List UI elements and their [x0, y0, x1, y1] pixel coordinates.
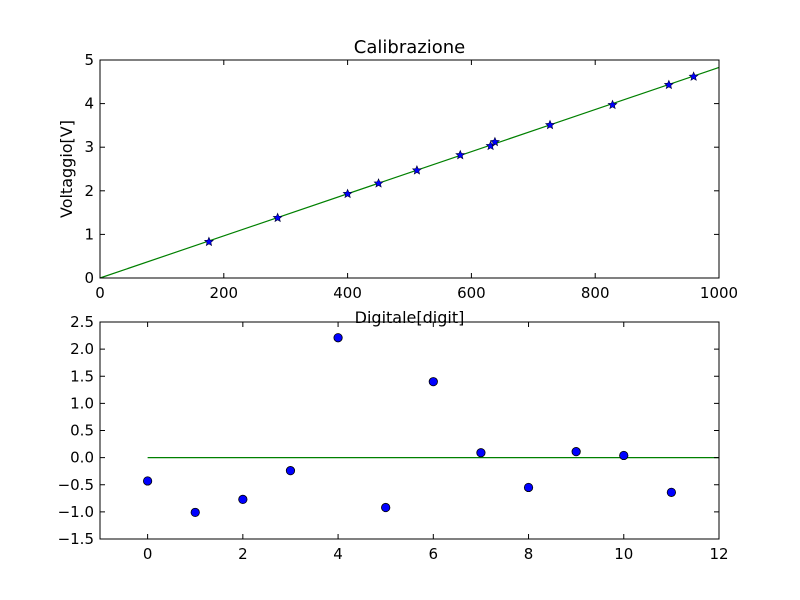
x-tick-label: 600: [457, 284, 486, 302]
y-tick-label: 0.0: [70, 449, 94, 467]
x-axis-label: Digitale[digit]: [355, 308, 465, 327]
data-point: [663, 79, 674, 90]
data-point: [688, 71, 699, 81]
y-tick-label: 3: [84, 138, 94, 156]
plot-frame: [99, 59, 720, 279]
calibration-chart: Calibrazione Digitale[digit] Voltaggio[V…: [57, 37, 738, 327]
data-point: [411, 165, 422, 175]
y-tick-label: 2.0: [70, 340, 94, 358]
data-point: [203, 236, 214, 247]
y-tick-label: 2.5: [70, 313, 94, 331]
residuals-plot-area: 0 2 4 6 8 10 12 −1.5 −1.0 −0.5 0.0 0.5 1.0 1.5 2.0 2.5: [58, 313, 729, 563]
data-point: [333, 333, 343, 343]
plot-frame: [99, 321, 720, 540]
data-point: [544, 119, 556, 130]
data-point: [272, 212, 283, 223]
x-tick-label: 10: [614, 545, 633, 563]
data-point: [342, 188, 353, 199]
data-point: [476, 448, 486, 458]
x-tick-label: 1000: [700, 284, 738, 302]
y-tick-label: 0.5: [70, 422, 94, 440]
data-point: [373, 178, 384, 188]
data-point: [666, 487, 676, 497]
x-tick-label: 4: [333, 545, 343, 563]
x-tick-label: 200: [209, 284, 238, 302]
data-point: [619, 450, 629, 461]
y-tick-label: 1: [84, 225, 94, 243]
x-tick-label: 2: [238, 545, 248, 563]
y-axis-label: Voltaggio[V]: [57, 120, 76, 218]
fit-line: [99, 66, 720, 279]
y-tick-label: 2: [84, 182, 94, 200]
data-point: [238, 494, 248, 504]
data-point: [143, 476, 153, 486]
chart-title: Calibrazione: [354, 37, 465, 58]
y-tick-label: −1.5: [58, 530, 94, 548]
y-tick-label: 5: [84, 51, 94, 69]
x-tick-label: 0: [95, 284, 105, 302]
x-tick-label: 8: [524, 545, 534, 563]
y-tick-label: 0: [84, 269, 94, 287]
calibration-plot-area: 0 200 400 600 800 1000 0 1 2 3 4 5: [84, 51, 738, 302]
data-point: [285, 466, 296, 476]
data-point: [607, 99, 618, 110]
x-tick-label: 12: [709, 545, 728, 563]
y-tick-label: 1.5: [70, 367, 94, 385]
data-point: [428, 377, 438, 387]
y-tick-label: 1.0: [70, 394, 94, 412]
y-tick-label: −0.5: [58, 476, 94, 494]
y-tick-label: −1.0: [58, 503, 94, 521]
data-point: [455, 149, 466, 160]
x-tick-label: 400: [333, 284, 362, 302]
x-tick-label: 800: [581, 284, 610, 302]
x-tick-label: 0: [143, 545, 153, 563]
x-tick-label: 6: [429, 545, 439, 563]
data-point: [381, 502, 391, 513]
residuals-chart: 0 2 4 6 8 10 12 −1.5 −1.0 −0.5 0.0 0.5 1.0 1.5 2.0 2.5: [58, 313, 729, 563]
data-point: [489, 136, 500, 147]
y-tick-label: 4: [84, 95, 94, 113]
data-point: [571, 447, 581, 457]
data-point: [190, 507, 200, 518]
data-point: [523, 482, 534, 493]
